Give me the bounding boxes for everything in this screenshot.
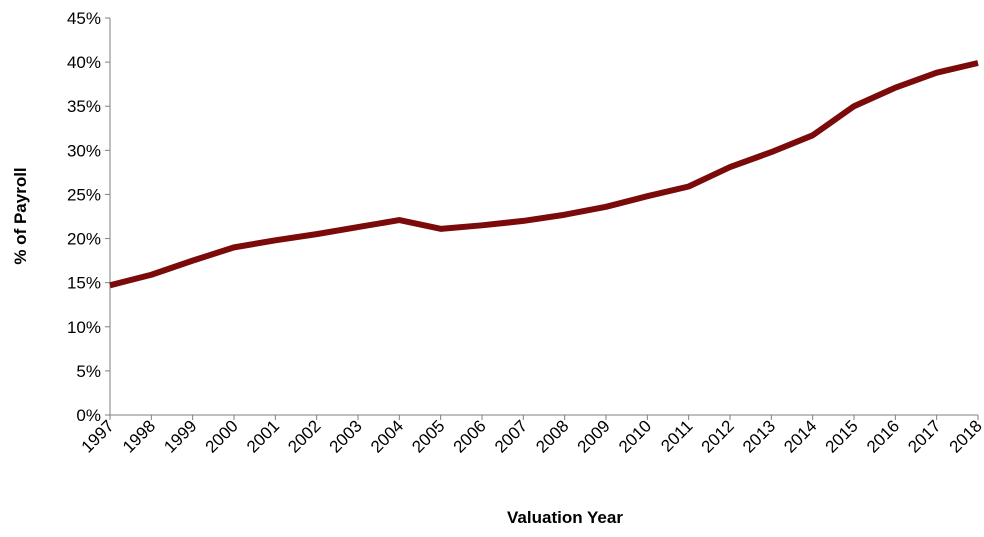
y-tick-label: 40% — [67, 53, 101, 72]
x-tick-label: 2007 — [491, 416, 531, 456]
x-tick-label: 2000 — [202, 416, 242, 456]
y-tick-label: 15% — [67, 274, 101, 293]
x-tick-label: 2011 — [657, 416, 696, 455]
x-tick-label: 2005 — [408, 416, 448, 456]
x-tick-label: 2015 — [822, 416, 862, 456]
y-tick-label: 35% — [67, 97, 101, 116]
y-tick-label: 5% — [76, 362, 101, 381]
x-tick-label: 2010 — [615, 416, 655, 456]
x-tick-label: 2012 — [698, 416, 738, 456]
x-tick-label: 2017 — [904, 416, 944, 456]
y-tick-label: 30% — [67, 141, 101, 160]
x-tick-label: 1999 — [160, 416, 200, 456]
x-tick-label: 2004 — [367, 416, 407, 456]
x-tick-label: 2008 — [532, 416, 572, 456]
x-tick-label: 2001 — [243, 416, 283, 456]
x-axis-title: Valuation Year — [507, 508, 623, 527]
y-tick-label: 20% — [67, 230, 101, 249]
x-tick-label: 2009 — [574, 416, 614, 456]
y-tick-label: 45% — [67, 9, 101, 28]
data-line — [109, 60, 979, 289]
x-tick-label: 2006 — [450, 416, 490, 456]
x-tick-label: 2003 — [326, 416, 366, 456]
x-tick-label: 2018 — [946, 416, 984, 456]
y-axis-title: % of Payroll — [11, 167, 30, 264]
x-tick-label: 2016 — [863, 416, 903, 456]
x-tick-label: 2013 — [739, 416, 779, 456]
y-tick-label: 25% — [67, 185, 101, 204]
x-tick-label: 2002 — [284, 416, 324, 456]
x-tick-label: 1998 — [119, 416, 159, 456]
y-tick-label: 0% — [76, 406, 101, 425]
x-tick-label: 2014 — [780, 416, 820, 456]
y-tick-label: 10% — [67, 318, 101, 337]
